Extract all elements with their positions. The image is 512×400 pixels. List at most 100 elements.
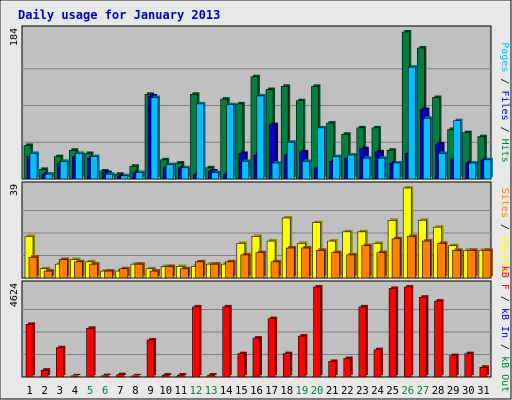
- bar-kbytes-10: [161, 373, 172, 378]
- bar-sites-28-face: [437, 243, 446, 279]
- bar-sites-11: [179, 266, 191, 279]
- bar-pages-10: [165, 162, 176, 180]
- bar-pages-9-face: [150, 97, 159, 180]
- bar-kbytes-2-face: [40, 369, 49, 378]
- bar-pages-24-face: [377, 157, 386, 180]
- bar-sites-25: [391, 236, 403, 279]
- right-label-part-kbytes-2: kB In: [499, 308, 510, 338]
- bar-pages-7: [120, 173, 130, 180]
- bar-sites-11-face: [179, 268, 189, 279]
- x-tick-label-26: 26: [401, 385, 414, 397]
- bar-kbytes-6-face: [101, 375, 110, 378]
- bar-kbytes-8-shadow: [133, 373, 141, 375]
- right-label-visits-sites: Sites / Visits: [499, 188, 510, 272]
- bar-sites-28: [437, 241, 448, 279]
- bar-kbytes-30-face: [464, 353, 473, 378]
- bar-sites-15-face: [240, 254, 250, 279]
- right-label-part-kbytes-3: /: [499, 338, 510, 356]
- bar-kbytes-18: [282, 351, 293, 378]
- bar-sites-10-face: [164, 266, 174, 279]
- bar-pages-19: [302, 159, 312, 180]
- bar-kbytes-12: [192, 304, 202, 378]
- bar-pages-28-face: [438, 153, 446, 180]
- bar-kbytes-26: [403, 285, 414, 378]
- x-tick-label-24: 24: [371, 385, 384, 397]
- bar-kbytes-12-face: [192, 306, 200, 378]
- bar-sites-4-face: [74, 261, 83, 279]
- x-tick-label-30: 30: [462, 385, 475, 397]
- bar-sites-17-face: [270, 261, 280, 279]
- x-tick-label-8: 8: [132, 385, 138, 397]
- bar-sites-5-face: [89, 263, 98, 279]
- right-label-kbytes: kB F / kB In / kB Out: [499, 266, 510, 392]
- bar-sites-14: [225, 259, 236, 279]
- bar-kbytes-21: [328, 359, 338, 378]
- bar-kbytes-17-face: [267, 318, 276, 378]
- bar-sites-1-face: [28, 256, 38, 279]
- bar-pages-12-face: [196, 103, 204, 180]
- max-label-visits-sites: 39: [9, 184, 20, 196]
- bar-pages-27: [423, 116, 433, 180]
- x-tick-label-25: 25: [386, 385, 399, 397]
- x-tick-label-28: 28: [432, 385, 445, 397]
- bar-pages-1: [29, 151, 39, 180]
- bar-sites-13-face: [210, 263, 219, 279]
- panel-kbytes: 4624 kB F / kB In / kB Out: [9, 266, 510, 392]
- right-label-part-hits-files-pages-0: Pages: [499, 42, 510, 72]
- bar-pages-6: [105, 172, 115, 180]
- bar-kbytes-8-face: [131, 375, 140, 378]
- bar-sites-9: [149, 269, 161, 279]
- bar-kbytes-30: [464, 351, 474, 378]
- bar-kbytes-25: [388, 286, 399, 378]
- bar-sites-23: [361, 243, 372, 279]
- bar-pages-5: [90, 154, 100, 180]
- bar-sites-26-face: [406, 236, 416, 279]
- bar-kbytes-13-shadow: [209, 373, 217, 375]
- bar-kbytes-14: [222, 304, 232, 378]
- bar-pages-26-face: [407, 66, 416, 180]
- bar-sites-27-face: [422, 240, 431, 279]
- x-tick-label-7: 7: [117, 385, 123, 397]
- panel-hits-files-pages: 184 Pages / Files / Hits: [9, 25, 510, 180]
- right-label-part-hits-files-pages-2: Files: [499, 90, 510, 120]
- bar-kbytes-25-face: [388, 288, 397, 378]
- right-label-part-visits-sites-2: Visits: [499, 236, 510, 272]
- bar-sites-27: [422, 239, 433, 279]
- bar-kbytes-6: [101, 373, 111, 378]
- bar-pages-6-face: [105, 173, 113, 180]
- bar-pages-26: [407, 65, 418, 180]
- bar-pages-10-face: [165, 164, 174, 180]
- x-tick-label-19: 19: [296, 385, 309, 397]
- bar-pages-13: [211, 170, 221, 180]
- bar-sites-20: [316, 248, 327, 279]
- bar-sites-5: [89, 262, 100, 279]
- bar-pages-14-face: [226, 104, 234, 180]
- bar-pages-30: [468, 161, 478, 180]
- bar-kbytes-18-face: [282, 353, 291, 378]
- bar-pages-7-shadow: [122, 173, 130, 177]
- bar-sites-20-face: [316, 250, 325, 279]
- bar-sites-16: [255, 250, 266, 279]
- x-tick-label-29: 29: [447, 385, 460, 397]
- x-tick-label-2: 2: [42, 385, 48, 397]
- bar-kbytes-1: [25, 322, 36, 378]
- bar-kbytes-24: [373, 347, 384, 378]
- bar-pages-24: [377, 156, 387, 180]
- bar-kbytes-6-shadow: [103, 373, 111, 375]
- bar-sites-12-face: [195, 261, 204, 279]
- x-tick-label-4: 4: [72, 385, 78, 397]
- bar-kbytes-10-face: [161, 374, 170, 378]
- bar-sites-29-face: [452, 250, 461, 279]
- right-label-part-kbytes-0: kB F: [499, 266, 510, 290]
- bar-pages-4-face: [75, 153, 83, 180]
- x-tick-label-13: 13: [205, 385, 218, 397]
- bar-pages-21: [332, 154, 342, 180]
- x-tick-label-3: 3: [57, 385, 63, 397]
- bar-sites-24-face: [376, 252, 386, 279]
- bar-kbytes-20-face: [313, 286, 321, 378]
- bar-sites-6-face: [104, 270, 113, 279]
- bar-sites-7: [119, 266, 130, 279]
- bar-pages-17: [271, 161, 282, 180]
- bar-kbytes-19: [298, 334, 308, 378]
- bar-pages-3-face: [59, 161, 68, 180]
